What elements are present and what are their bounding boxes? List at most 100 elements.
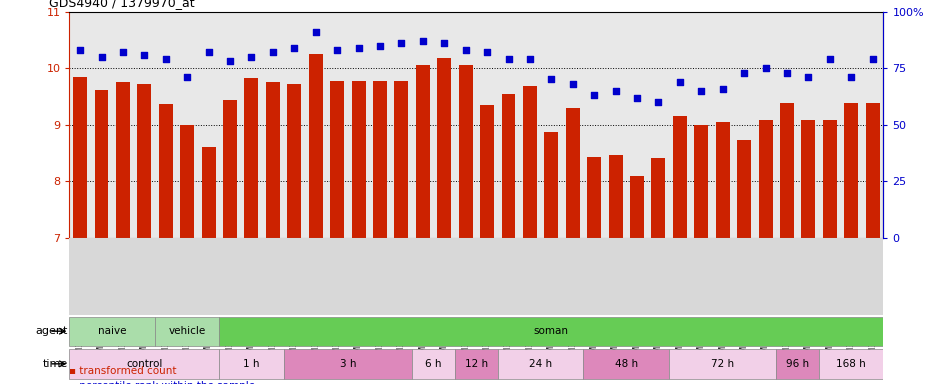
Text: 96 h: 96 h (786, 359, 809, 369)
Text: 3 h: 3 h (339, 359, 356, 369)
Bar (523, 86, 536, 238)
Point (672, 79, 687, 85)
Bar (138, 84, 152, 238)
Bar (352, 81, 365, 238)
Bar (219, 316, 883, 346)
Point (630, 94, 645, 101)
Bar (69, 349, 219, 379)
Point (758, 65, 773, 71)
Bar (651, 158, 665, 238)
Text: GDS4940 / 1379970_at: GDS4940 / 1379970_at (48, 0, 194, 9)
Bar (780, 103, 794, 238)
Bar (866, 103, 880, 238)
Point (179, 74, 194, 80)
Point (94, 54, 109, 60)
Point (244, 54, 259, 60)
Text: 6 h: 6 h (426, 359, 442, 369)
Bar (155, 316, 219, 346)
Bar (219, 349, 284, 379)
Bar (630, 176, 644, 238)
Point (544, 76, 559, 83)
Bar (823, 120, 837, 238)
Bar (737, 140, 751, 238)
Point (694, 88, 709, 94)
Bar (609, 155, 623, 238)
Bar (94, 90, 108, 238)
Point (609, 88, 623, 94)
Point (523, 56, 537, 62)
Bar (584, 349, 669, 379)
Bar (672, 116, 687, 238)
Bar (223, 101, 237, 238)
Bar (309, 54, 323, 238)
Text: soman: soman (534, 326, 569, 336)
Point (651, 99, 666, 105)
Point (373, 42, 388, 48)
Point (116, 49, 130, 55)
Bar (394, 81, 408, 238)
Bar (845, 103, 858, 238)
Point (780, 70, 795, 76)
Text: 12 h: 12 h (464, 359, 488, 369)
Bar (758, 120, 772, 238)
Point (480, 49, 495, 55)
Point (565, 81, 580, 87)
Point (458, 47, 473, 53)
Text: 24 h: 24 h (529, 359, 552, 369)
Point (308, 29, 323, 35)
Bar (69, 316, 155, 346)
Text: control: control (126, 359, 163, 369)
Bar (587, 157, 601, 238)
Text: vehicle: vehicle (168, 326, 206, 336)
Point (352, 45, 366, 51)
Text: naive: naive (98, 326, 127, 336)
Point (158, 56, 173, 62)
Bar (820, 349, 883, 379)
Point (844, 74, 858, 80)
Point (586, 92, 601, 98)
Bar (330, 81, 344, 238)
Point (801, 74, 816, 80)
Bar (459, 65, 473, 238)
Bar (801, 120, 815, 238)
Bar (438, 58, 451, 238)
Bar (716, 122, 730, 238)
Bar (455, 349, 498, 379)
Bar (159, 104, 173, 238)
Point (265, 49, 280, 55)
Text: agent: agent (35, 326, 68, 336)
Text: 168 h: 168 h (836, 359, 866, 369)
Bar (498, 349, 584, 379)
Point (329, 47, 344, 53)
Bar (695, 125, 709, 238)
Text: 48 h: 48 h (615, 359, 638, 369)
Bar (180, 125, 194, 238)
Bar (545, 132, 559, 238)
Bar (265, 82, 280, 238)
Point (501, 56, 516, 62)
Point (394, 40, 409, 46)
Bar (416, 65, 430, 238)
Point (202, 49, 216, 55)
Point (223, 58, 238, 65)
Text: 1 h: 1 h (243, 359, 260, 369)
Bar (413, 349, 455, 379)
Point (437, 40, 451, 46)
Point (715, 86, 730, 92)
Point (287, 45, 302, 51)
Text: 72 h: 72 h (711, 359, 734, 369)
Bar (288, 84, 302, 238)
Bar (116, 82, 130, 238)
Point (822, 56, 837, 62)
Bar (244, 78, 258, 238)
Bar (501, 94, 515, 238)
Bar (669, 349, 776, 379)
Point (865, 56, 880, 62)
Bar (776, 349, 820, 379)
Bar (480, 105, 494, 238)
Text: ▪ percentile rank within the sample: ▪ percentile rank within the sample (69, 381, 255, 384)
Bar (284, 349, 413, 379)
Text: ▪ transformed count: ▪ transformed count (69, 366, 177, 376)
Point (736, 70, 751, 76)
Text: time: time (43, 359, 68, 369)
